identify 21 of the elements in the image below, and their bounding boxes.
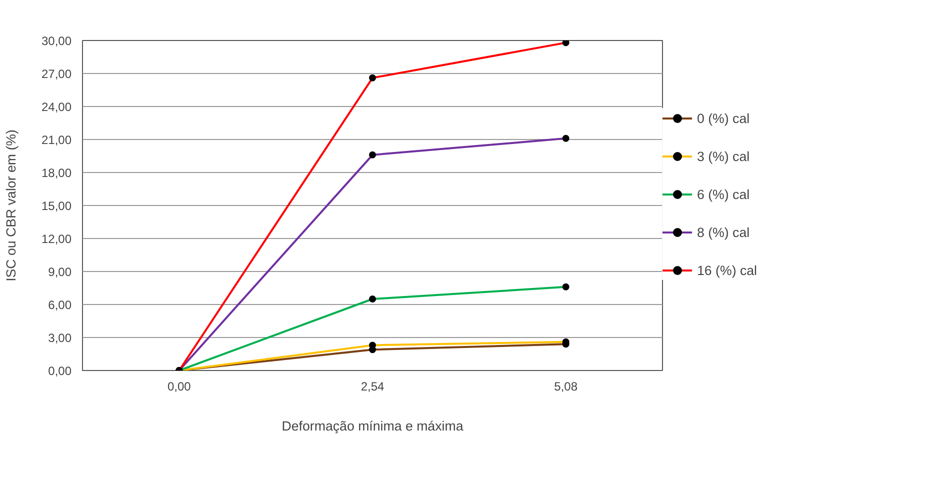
y-tick-label: 3,00 bbox=[48, 331, 72, 345]
y-tick-label: 24,00 bbox=[41, 100, 72, 114]
x-axis-title: Deformação mínima e máxima bbox=[282, 418, 464, 434]
y-tick-label: 9,00 bbox=[48, 265, 72, 279]
y-tick-label: 12,00 bbox=[41, 232, 72, 246]
x-tick-label: 2,54 bbox=[360, 380, 385, 394]
y-tick-label: 27,00 bbox=[41, 67, 72, 81]
legend-label: 6 (%) cal bbox=[697, 186, 750, 202]
x-tick-label: 5,08 bbox=[554, 380, 578, 394]
legend-label: 3 (%) cal bbox=[697, 148, 750, 164]
y-tick-label: 15,00 bbox=[41, 199, 72, 213]
y-tick-label: 30,00 bbox=[41, 34, 72, 48]
y-tick-label: 0,00 bbox=[48, 364, 72, 378]
y-tick-label: 21,00 bbox=[41, 133, 72, 147]
y-tick-label: 6,00 bbox=[48, 298, 72, 312]
y-axis-title: ISC ou CBR valor em (%) bbox=[3, 130, 18, 282]
legend-label: 16 (%) cal bbox=[697, 262, 757, 278]
legend-label: 0 (%) cal bbox=[697, 110, 750, 126]
legend-label: 8 (%) cal bbox=[697, 224, 750, 240]
x-tick-label: 0,00 bbox=[167, 380, 192, 394]
y-tick-label: 18,00 bbox=[41, 166, 72, 180]
